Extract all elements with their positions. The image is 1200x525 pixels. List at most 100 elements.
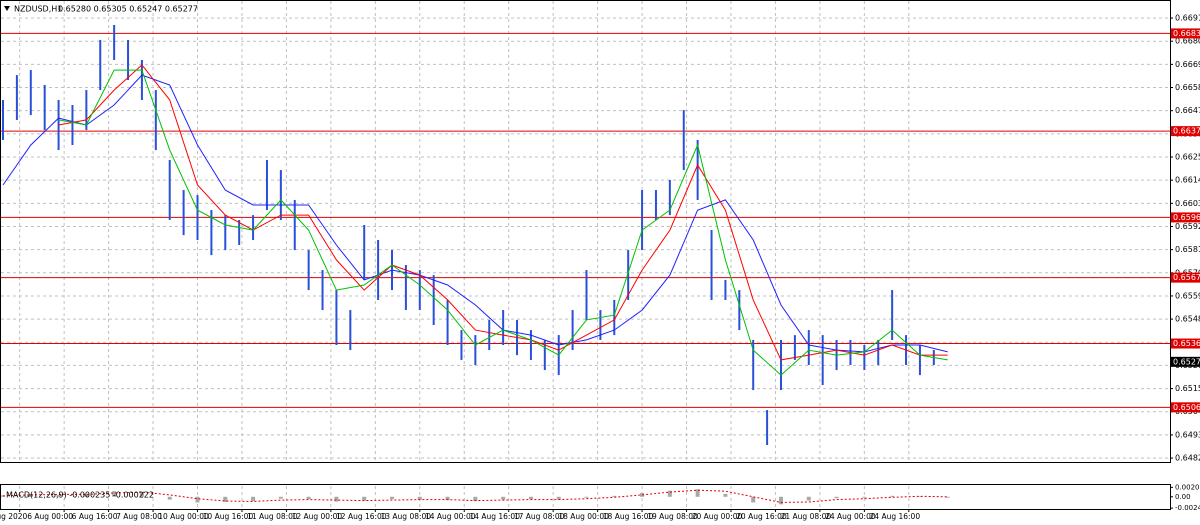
x-tick-label: 17 Aug 08:00: [514, 512, 565, 521]
level-label-box: [1171, 212, 1200, 223]
x-tick-label: 6 Aug 16:00: [72, 512, 118, 521]
y-tick-label: 0.65150: [1175, 384, 1200, 393]
x-tick-label: 12 Aug 00:00: [292, 512, 343, 521]
macd-bar: [223, 496, 228, 502]
macd-bar: [195, 496, 200, 503]
macd-bar: [112, 491, 117, 497]
x-tick-label: 11 Aug 08:00: [247, 512, 298, 521]
macd-bar: [417, 496, 422, 500]
y-tick-label: 0.66690: [1175, 60, 1200, 69]
macd-bar: [584, 496, 589, 498]
moving-average: [2, 74, 948, 353]
macd-bar: [834, 496, 839, 499]
macd-bar: [751, 496, 756, 503]
x-tick-label: 14 Aug 16:00: [469, 512, 520, 521]
macd-bar: [890, 495, 895, 497]
macd-bar: [779, 496, 783, 505]
y-tick-label: -0.00241: [1175, 504, 1200, 512]
x-tick-label: 6 Aug 00:00: [27, 512, 73, 521]
macd-bar: [390, 496, 394, 500]
collapse-triangle: [4, 6, 10, 11]
macd-bar: [695, 489, 700, 497]
y-tick-label: 0.66030: [1175, 199, 1200, 208]
y-tick-label: 0.64930: [1175, 430, 1200, 439]
y-tick-label: 0.65480: [1175, 315, 1200, 324]
level-label: 0.65061: [1173, 403, 1200, 412]
macd-bar: [862, 496, 867, 498]
macd-bar: [28, 493, 33, 497]
y-tick-label: 0.66580: [1175, 83, 1200, 92]
macd-bar: [306, 496, 311, 500]
macd-bar: [1, 495, 5, 497]
macd-bar: [445, 496, 450, 501]
x-tick-label: 14 Aug 00:00: [425, 512, 476, 521]
level-label: 0.65677: [1173, 273, 1200, 282]
x-tick-label: 5 Aug 2020: [0, 512, 28, 521]
macd-bar: [640, 493, 645, 497]
macd-label: MACD(12,26,9) -0.000235 -0.000222: [6, 491, 154, 500]
macd-bar: [362, 496, 367, 501]
x-tick-label: 10 Aug 00:00: [158, 512, 209, 521]
x-tick-label: 13 Aug 08:00: [380, 512, 431, 521]
macd-bar: [84, 494, 89, 497]
level-label-box: [1171, 402, 1200, 413]
y-tick-label: 0.002015: [1175, 483, 1200, 491]
level-label-box: [1171, 338, 1200, 349]
y-tick-label: 0.65810: [1175, 245, 1200, 254]
macd-bar: [945, 496, 950, 498]
x-tick-label: 20 Aug 00:00: [692, 512, 743, 521]
macd-bar: [612, 495, 617, 497]
macd-bar: [167, 496, 172, 500]
macd-bar: [556, 496, 561, 500]
macd-bar: [667, 490, 672, 497]
x-tick-label: 21 Aug 08:00: [781, 512, 832, 521]
macd-bar: [56, 494, 61, 497]
current-price-label: 0.65277: [1173, 357, 1200, 366]
macd-signal: [2, 489, 948, 503]
level-label: 0.66837: [1173, 29, 1200, 38]
moving-average: [58, 69, 948, 376]
macd-bar: [334, 496, 339, 502]
symbol: NZDUSD,H1: [14, 5, 62, 14]
y-tick-label: 0.00: [1175, 493, 1191, 501]
y-tick-label: 0.66470: [1175, 106, 1200, 115]
level-label-box: [1171, 272, 1200, 283]
macd-bar: [501, 496, 506, 500]
x-tick-label: 12 Aug 16:00: [336, 512, 387, 521]
macd-bar: [473, 496, 478, 502]
macd-bar: [917, 496, 922, 497]
macd-bar: [723, 493, 728, 497]
x-tick-label: 24 Aug 16:00: [870, 512, 921, 521]
y-tick-label: 0.65590: [1175, 291, 1200, 300]
pane-frame: [0, 0, 1171, 463]
level-label-box: [1171, 28, 1200, 39]
y-tick-label: 0.66250: [1175, 153, 1200, 162]
quote: 0.65280 0.65305 0.65247 0.65277: [58, 5, 198, 14]
x-tick-label: 7 Aug 08:00: [116, 512, 162, 521]
level-label: 0.65364: [1173, 339, 1200, 348]
level-label-box: [1171, 126, 1200, 137]
x-tick-label: 18 Aug 16:00: [603, 512, 654, 521]
x-tick-label: 20 Aug 16:00: [736, 512, 787, 521]
y-tick-label: 0.66800: [1175, 37, 1200, 46]
x-tick-label: 18 Aug 00:00: [558, 512, 609, 521]
y-tick-label: 0.64820: [1175, 454, 1200, 463]
macd-bar: [528, 496, 533, 500]
macd-bar: [139, 492, 144, 497]
y-tick-label: 0.66140: [1175, 176, 1200, 185]
x-tick-label: 24 Aug 00:00: [825, 512, 876, 521]
y-tick-label: 0.65920: [1175, 222, 1200, 231]
y-tick-label: 0.66910: [1175, 14, 1200, 23]
macd-bar: [806, 496, 811, 501]
level-label: 0.65963: [1173, 213, 1200, 222]
x-tick-label: 19 Aug 08:00: [647, 512, 698, 521]
current-price-box: [1171, 356, 1200, 367]
macd-bar: [278, 496, 283, 499]
x-tick-label: 10 Aug 16:00: [203, 512, 254, 521]
moving-average: [58, 64, 948, 361]
level-label: 0.66373: [1173, 127, 1200, 136]
macd-bar: [251, 496, 256, 502]
